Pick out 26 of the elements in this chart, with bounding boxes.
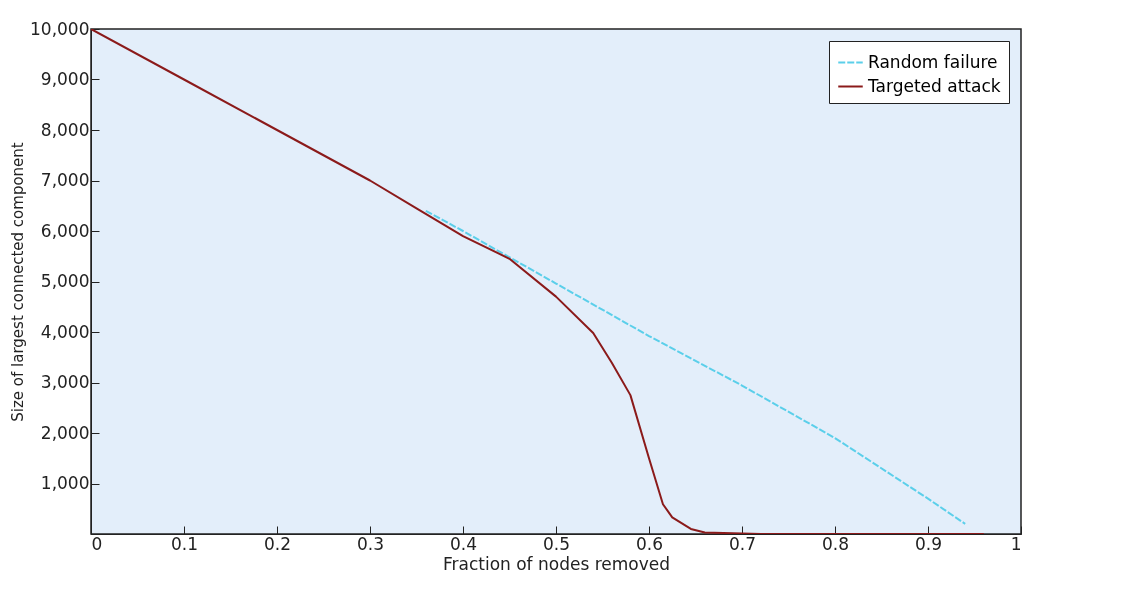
y-tick-label: 6,000 [40,220,90,241]
x-tick-label: 0.5 [542,533,571,554]
x-tick-label: 0.6 [635,533,664,554]
y-tick-label: 5,000 [40,271,90,291]
x-tick-label: 0.9 [914,533,943,554]
x-tick-label: 0.1 [170,533,199,554]
x-tick-label: 0.2 [263,533,292,554]
y-tick-label: 1,000 [40,473,90,493]
y-tick-label: 3,000 [40,372,90,392]
y-tick-label: 10,000 [30,18,90,39]
y-tick-label: 7,000 [40,170,90,190]
y-tick-label: 9,000 [40,69,90,89]
legend-label: Targeted attack [867,75,1001,96]
x-tick-label: 0.3 [356,533,385,554]
line-series [424,209,967,525]
x-tick-label: 0 [91,533,103,554]
y-tick-label: 8,000 [40,119,90,140]
x-tick-label: 0.8 [821,533,850,554]
y-tick-label: 4,000 [40,321,90,342]
x-tick-label: 0.7 [728,533,757,554]
y-tick-label: 2,000 [40,422,90,443]
y-axis-title: Size of largest connected component [9,142,28,422]
x-axis-title: Fraction of nodes removed [442,553,671,574]
x-tick-label: 0.4 [449,533,478,554]
legend-label: Random failure [868,51,998,72]
x-tick-label: 1 [1010,533,1022,554]
